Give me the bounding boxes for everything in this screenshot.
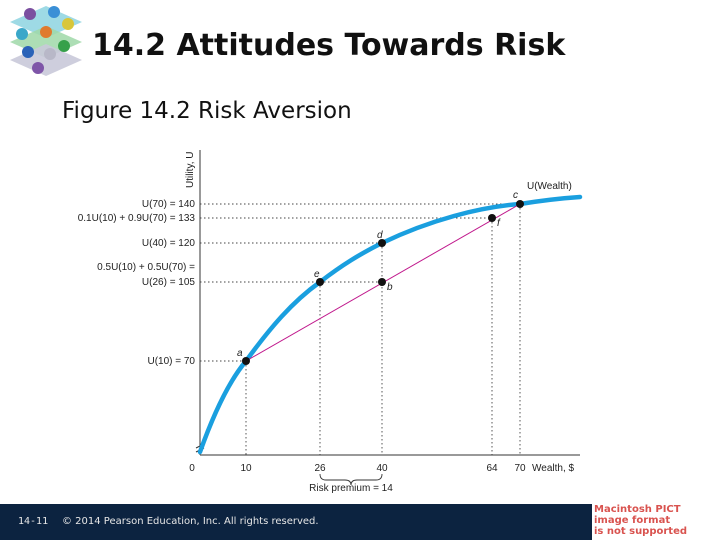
point-e	[316, 278, 324, 286]
y-label-half: 0.5U(10) + 0.5U(70) =	[97, 262, 195, 273]
figure-caption: Figure 14.2 Risk Aversion	[62, 98, 352, 124]
x-axis-label: Wealth, $	[532, 463, 574, 474]
x-tick-10: 10	[240, 463, 252, 474]
unsupported-image-placeholder: Macintosh PICT image format is not suppo…	[592, 504, 720, 540]
x-tick-70: 70	[514, 463, 526, 474]
slide-number: 14-11	[18, 516, 49, 527]
x-tick-40: 40	[376, 463, 388, 474]
point-label-d: d	[377, 230, 383, 241]
point-b	[378, 278, 386, 286]
x-tick-0: 0	[189, 463, 195, 474]
point-label-f: f	[497, 218, 501, 229]
placeholder-line-2: image format	[594, 515, 671, 526]
point-label-c: c	[513, 190, 518, 201]
y-label-u10: U(10) = 70	[147, 356, 195, 367]
point-a	[242, 357, 250, 365]
point-f	[488, 214, 496, 222]
slide-title: 14.2 Attitudes Towards Risk	[92, 28, 566, 63]
y-label-u26: U(26) = 105	[142, 277, 196, 288]
footer-bar: 14-11 © 2014 Pearson Education, Inc. All…	[0, 504, 592, 540]
point-label-e: e	[314, 269, 320, 280]
x-tick-64: 64	[486, 463, 498, 474]
placeholder-line-3: is not supported	[594, 526, 688, 537]
y-axis-label: Utility, U	[185, 152, 196, 188]
point-label-a: a	[237, 348, 243, 359]
utility-curve	[197, 194, 583, 455]
curve-label: U(Wealth)	[527, 181, 572, 192]
placeholder-line-1: Macintosh PICT	[594, 504, 681, 515]
risk-aversion-figure: a b c d e f U(Wealth) Utility, U U(70) =…	[78, 150, 583, 494]
copyright-notice: © 2014 Pearson Education, Inc. All right…	[62, 516, 319, 527]
point-d	[378, 239, 386, 247]
y-label-u70: U(70) = 140	[142, 199, 196, 210]
risk-premium-brace	[319, 473, 383, 486]
x-tick-26: 26	[314, 463, 326, 474]
risk-premium-label: Risk premium = 14	[309, 483, 393, 494]
point-label-b: b	[387, 282, 393, 293]
point-c	[516, 200, 524, 208]
y-label-u133: 0.1U(10) + 0.9U(70) = 133	[78, 213, 196, 224]
logo-graphic	[10, 6, 82, 76]
y-label-u40: U(40) = 120	[142, 238, 196, 249]
